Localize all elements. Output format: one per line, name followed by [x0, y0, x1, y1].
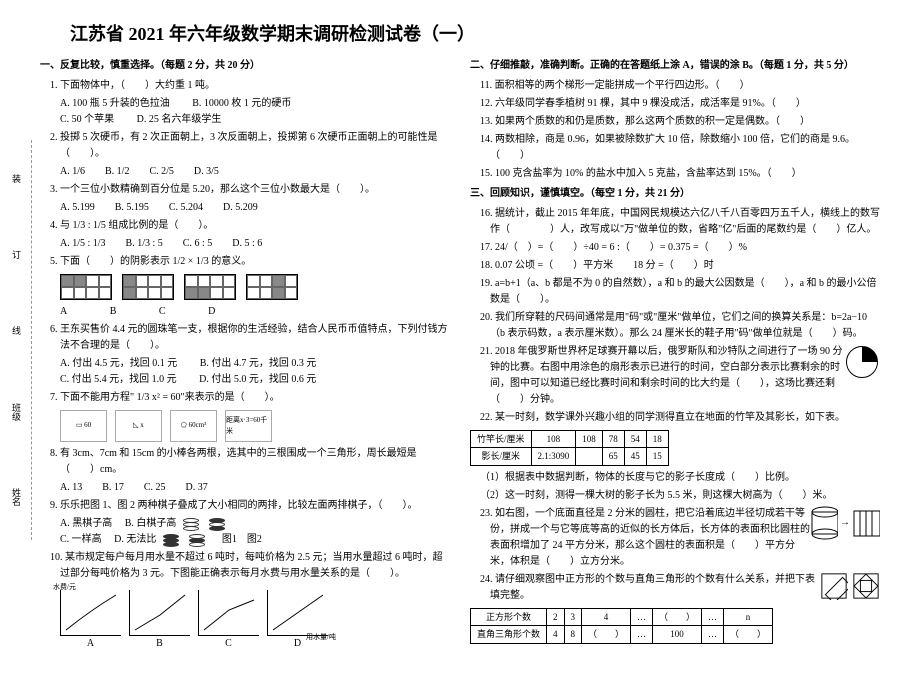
q10cA: A [60, 586, 121, 652]
q9-disks4 [189, 534, 205, 546]
q6a: A. 付出 4.5 元，找回 0.1 元 [60, 358, 177, 369]
section3-header: 三、回顾知识，谨慎填空。（每空 1 分，共 21 分） [470, 186, 880, 202]
q5lA: A [60, 306, 67, 317]
q5-figB [122, 274, 174, 300]
q9b: B. 白棋子高 [125, 518, 177, 529]
q6b: B. 付出 4.7 元，找回 0.3 元 [200, 358, 317, 369]
q16: 16. 据统计，截止 2015 年年底，中国网民规模达六亿八千八百零四万五千人，… [480, 206, 880, 238]
tab1: 装 [10, 174, 23, 183]
q5lB: B [110, 306, 117, 317]
q18: 18. 0.07 公顷 =（ ）平方米 18 分 =（ ）时 [480, 258, 880, 274]
q2-opts: A. 1/6 B. 1/2 C. 2/5 D. 3/5 [60, 164, 450, 180]
q1-opts: A. 100 瓶 5 升装的色拉油 B. 10000 枚 1 元的硬币 C. 5… [60, 96, 450, 128]
q5-figD [246, 274, 298, 300]
q10cD: D [267, 586, 328, 652]
q4-opts: A. 1/5 : 1/3 B. 1/3 : 5 C. 6 : 5 D. 5 : … [60, 236, 450, 252]
q5-figC [184, 274, 236, 300]
q5-figures [60, 274, 450, 300]
q1d: D. 25 名六年级学生 [137, 114, 222, 125]
q7-figC: ⬠ 60cm³ [170, 410, 217, 442]
q7-figA: ▭ 60 [60, 410, 107, 442]
q10cC: C [198, 586, 259, 652]
q9-opts: A. 黑棋子高 B. 白棋子高 C. 一样高 D. 无法比 图1 图2 [60, 516, 450, 548]
q19: 19. a=b+1（a、b 都是不为 0 的自然数），a 和 b 的最大公因数是… [480, 276, 880, 308]
q5: 5. 下面（ ）的阴影表示 1/2 × 1/3 的意义。 [50, 254, 450, 270]
q2: 2. 投掷 5 次硬币，有 2 次正面朝上，3 次反面朝上，投掷第 6 次硬币正… [50, 130, 450, 162]
q17: 17. 24/（ ）=（ ）÷40 = 6 :（ ）= 0.375 =（ ）% [480, 240, 880, 256]
q9: 9. 乐乐把图 1、图 2 两种棋子叠成了大小相同的两排，比较左面两排棋子，（ … [50, 498, 450, 514]
q6d: D. 付出 5.0 元，找回 0.6 元 [199, 374, 316, 385]
section2-header: 二、仔细推敲，准确判断。正确的在答题纸上涂 A，错误的涂 B。（每题 1 分，共… [470, 58, 880, 74]
q9f1: 图1 [222, 534, 237, 545]
q9d: D. 无法比 [114, 534, 156, 545]
left-column: 一、反复比较，慎重选择。（每题 2 分，共 20 分） 1. 下面物体中，（ ）… [40, 54, 450, 656]
binding-margin: 装 订 线 班级 姓名 [10, 140, 32, 540]
q1a: A. 100 瓶 5 升装的色拉油 [60, 98, 170, 109]
q1c: C. 50 个苹果 [60, 114, 114, 125]
tab4: 班级 [10, 403, 23, 421]
q9f2: 图2 [247, 534, 262, 545]
q22-row1: 竹竿长/厘米 108 108 78 54 18 [471, 431, 669, 448]
q13: 13. 如果两个质数的和仍是质数，那么这两个质数的积一定是偶数。（ ） [480, 114, 880, 130]
q22a: （1）根据表中数据判断，物体的长度与它的影子长度成（ ）比例。 [480, 470, 880, 486]
q3: 3. 一个三位小数精确到百分位是 5.20，那么这个三位小数最大是（ ）。 [50, 182, 450, 198]
q9-disks1 [183, 518, 199, 530]
q11: 11. 面积相等的两个梯形一定能拼成一个平行四边形。（ ） [480, 78, 880, 94]
q5-figA [60, 274, 112, 300]
q7-figB: ◺ x [115, 410, 162, 442]
q9c: C. 一样高 [60, 534, 102, 545]
tab3: 线 [10, 326, 23, 335]
q22-table: 竹竿长/厘米 108 108 78 54 18 影长/厘米 2.1:3090 6… [470, 430, 669, 466]
page-title: 江苏省 2021 年六年级数学期末调研检测试卷（一） [40, 20, 880, 46]
q6: 6. 王东买售价 4.4 元的圆珠笔一支，根据你的生活经验，结合人民币币值特点，… [50, 322, 450, 354]
q24-row1: 正方形个数 2 3 4 … （ ） … n [471, 608, 773, 625]
q8-opts: A. 13 B. 17 C. 25 D. 37 [60, 480, 450, 496]
q15: 15. 100 克含盐率为 10% 的盐水中加入 5 克盐，含盐率达到 15%。… [480, 166, 880, 182]
q23-figure: → [810, 506, 880, 541]
q9-disks2 [209, 518, 225, 530]
tab2: 订 [10, 250, 23, 259]
q12: 12. 六年级同学春季植树 91 棵，其中 9 棵没成活，成活率是 91%。（ … [480, 96, 880, 112]
q20: 20. 我们所穿鞋的尺码间通常是用"码"或"厘米"做单位，它们之间的换算关系是：… [480, 310, 880, 342]
q21: 21. 2018 年俄罗斯世界杯足球赛开幕以后，俄罗斯队和沙特队之间进行了一场 … [480, 344, 880, 408]
content-columns: 一、反复比较，慎重选择。（每题 2 分，共 20 分） 1. 下面物体中，（ ）… [40, 54, 880, 656]
q5lC: C [159, 306, 166, 317]
q10cB: B [129, 586, 190, 652]
q9a: A. 黑棋子高 [60, 518, 112, 529]
q22: 22. 某一时刻，数学课外兴趣小组的同学测得直立在地面的竹竿及其影长，如下表。 [480, 410, 880, 426]
q4: 4. 与 1/3 : 1/5 组成比例的是（ ）。 [50, 218, 450, 234]
q24-figure [820, 572, 880, 600]
q8: 8. 有 3cm、7cm 和 15cm 的小棒各两根，选其中的三根围成一个三角形… [50, 446, 450, 478]
q10: 10. 某市规定每户每月用水量不超过 6 吨时，每吨价格为 2.5 元；当用水量… [50, 550, 450, 582]
q7: 7. 下面不能用方程" 1/3 x² = 60"来表示的是（ ）。 [50, 390, 450, 406]
q22-row2: 影长/厘米 2.1:3090 65 45 15 [471, 448, 669, 465]
q1b: B. 10000 枚 1 元的硬币 [192, 98, 291, 109]
q1: 1. 下面物体中，（ ）大约重 1 吨。 [50, 78, 450, 94]
q5-labels: A B C D [60, 304, 450, 320]
q3-opts: A. 5.199 B. 5.195 C. 5.204 D. 5.209 [60, 200, 450, 216]
section1-header: 一、反复比较，慎重选择。（每题 2 分，共 20 分） [40, 58, 450, 74]
q10-charts: A B C D [60, 586, 450, 652]
q7-figures: ▭ 60 ◺ x ⬠ 60cm³ 距离x·3=60千米 [60, 410, 450, 442]
q22b: （2）这一时刻，测得一棵大树的影子长为 5.5 米，則这棵大树高为（ ）米。 [480, 488, 880, 504]
q24-table: 正方形个数 2 3 4 … （ ） … n 直角三角形个数 4 8 （ ） … … [470, 608, 773, 644]
q24-row2: 直角三角形个数 4 8 （ ） … 100 … （ ） [471, 626, 773, 643]
q7-figD: 距离x·3=60千米 [225, 410, 272, 442]
right-column: 二、仔细推敲，准确判断。正确的在答题纸上涂 A，错误的涂 B。（每题 1 分，共… [470, 54, 880, 656]
q9-disks3 [163, 534, 179, 546]
q21-pie-figure [846, 346, 878, 378]
q5lD: D [208, 306, 215, 317]
q6c: C. 付出 5.4 元，找回 1.0 元 [60, 374, 177, 385]
q14: 14. 两数相除，商是 0.96，如果被除数扩大 10 倍，除数缩小 100 倍… [480, 132, 880, 164]
tab5: 姓名 [10, 488, 23, 506]
q6-opts: A. 付出 4.5 元，找回 0.1 元 B. 付出 4.7 元，找回 0.3 … [60, 356, 450, 388]
